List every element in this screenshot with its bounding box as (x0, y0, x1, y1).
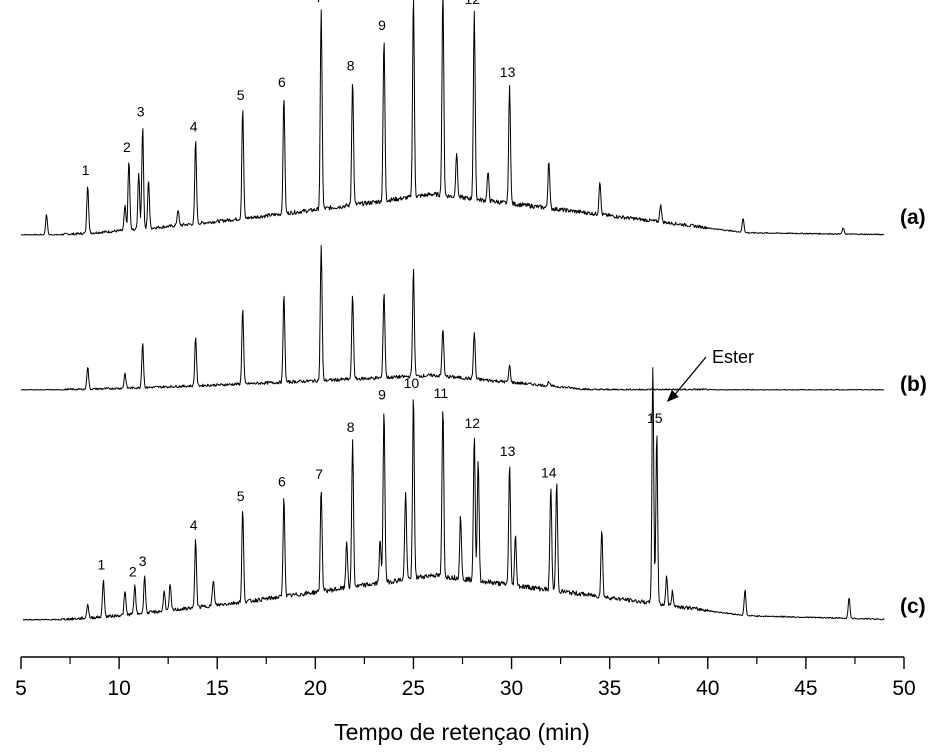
peak-label-3-7: 7 (315, 466, 323, 482)
peak-label-3-5: 5 (237, 488, 245, 504)
peak-label-1-7: 7 (315, 0, 323, 5)
peak-label-1-9: 9 (378, 17, 386, 33)
peak-label-3-6: 6 (278, 473, 286, 489)
x-tick-label-45: 45 (794, 677, 817, 700)
peak-label-3-15: 15 (647, 410, 663, 426)
x-axis-title: Tempo de retençao (min) (334, 719, 590, 745)
peak-label-3-10: 10 (404, 375, 420, 391)
trace-line-2 (20, 244, 885, 391)
peak-label-3-3: 3 (139, 553, 147, 569)
annotations-layer: Ester (666, 347, 754, 402)
annotation-arrowhead (666, 390, 679, 402)
annotation-arrow-line (672, 356, 707, 398)
peak-label-1-1: 1 (82, 162, 90, 178)
peak-label-1-4: 4 (190, 119, 198, 135)
trace-label-2: (b) (900, 373, 927, 396)
trace-line-3 (22, 367, 885, 621)
x-tick-label-50: 50 (892, 677, 915, 700)
trace-line-1 (20, 0, 885, 236)
peak-label-1-2: 2 (123, 139, 131, 155)
peak-label-3-12: 12 (465, 415, 481, 431)
x-tick-label-5: 5 (15, 677, 27, 700)
annotation-ester: Ester (712, 347, 754, 367)
peak-label-3-13: 13 (500, 443, 516, 459)
peak-label-3-4: 4 (190, 517, 198, 533)
trace-label-1: (a) (900, 206, 926, 229)
x-tick-label-25: 25 (402, 677, 425, 700)
peak-label-3-1: 1 (98, 557, 106, 573)
peak-label-3-2: 2 (129, 563, 137, 579)
traces-layer (20, 0, 885, 621)
x-tick-label-30: 30 (500, 677, 523, 700)
x-axis: 5 10 15 20 25 30 35 40 45 50 (15, 656, 916, 700)
x-tick-label-20: 20 (304, 677, 327, 700)
peak-label-1-13: 13 (500, 64, 516, 80)
peak-label-3-9: 9 (378, 387, 386, 403)
trace-label-3: (c) (900, 595, 926, 618)
peak-label-1-8: 8 (347, 58, 355, 74)
trace-labels-layer: (a) (b) (c) (900, 206, 927, 618)
x-tick-label-35: 35 (598, 677, 621, 700)
peak-label-3-8: 8 (347, 419, 355, 435)
x-tick-label-10: 10 (107, 677, 130, 700)
peak-label-3-11: 11 (434, 385, 449, 401)
x-tick-label-15: 15 (206, 677, 229, 700)
x-tick-label-40: 40 (696, 677, 719, 700)
peak-label-1-3: 3 (137, 103, 145, 119)
peak-label-1-12: 12 (465, 0, 481, 7)
peak-label-3-14: 14 (541, 465, 557, 481)
peak-label-1-5: 5 (237, 87, 245, 103)
peak-label-1-6: 6 (278, 74, 286, 90)
peak-labels-layer: 12345678910111213123456789101112131415 (82, 0, 663, 579)
